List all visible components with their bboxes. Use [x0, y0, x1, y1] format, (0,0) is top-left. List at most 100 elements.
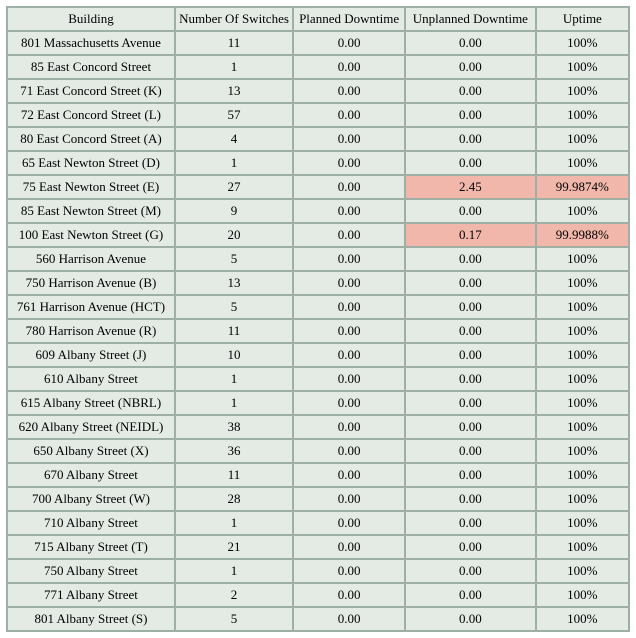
table-cell: 0.00	[293, 367, 405, 391]
table-row: 700 Albany Street (W)280.000.00100%	[7, 487, 629, 511]
table-cell: 761 Harrison Avenue (HCT)	[7, 295, 175, 319]
table-cell: 0.00	[293, 199, 405, 223]
table-row: 80 East Concord Street (A)40.000.00100%	[7, 127, 629, 151]
table-cell: 560 Harrison Avenue	[7, 247, 175, 271]
table-cell: 1	[175, 559, 293, 583]
table-cell: 715 Albany Street (T)	[7, 535, 175, 559]
table-cell: 75 East Newton Street (E)	[7, 175, 175, 199]
table-row: 615 Albany Street (NBRL)10.000.00100%	[7, 391, 629, 415]
table-cell: 10	[175, 343, 293, 367]
table-cell: 28	[175, 487, 293, 511]
table-cell: 0.00	[405, 271, 536, 295]
table-cell: 21	[175, 535, 293, 559]
table-cell: 99.9988%	[536, 223, 629, 247]
table-cell: 85 East Newton Street (M)	[7, 199, 175, 223]
table-cell: 100%	[536, 439, 629, 463]
table-cell: 100%	[536, 367, 629, 391]
downtime-table: Building Number Of Switches Planned Down…	[6, 6, 630, 632]
table-cell: 0.00	[293, 319, 405, 343]
table-cell: 11	[175, 319, 293, 343]
table-cell: 0.00	[405, 487, 536, 511]
table-cell: 0.00	[293, 463, 405, 487]
table-cell: 0.00	[293, 391, 405, 415]
table-cell: 0.00	[405, 391, 536, 415]
table-cell: 100 East Newton Street (G)	[7, 223, 175, 247]
table-row: 780 Harrison Avenue (R)110.000.00100%	[7, 319, 629, 343]
table-cell: 11	[175, 31, 293, 55]
table-cell: 0.00	[293, 55, 405, 79]
table-cell: 0.00	[405, 511, 536, 535]
table-cell: 0.00	[405, 247, 536, 271]
table-cell: 5	[175, 247, 293, 271]
table-cell: 100%	[536, 55, 629, 79]
table-body: 801 Massachusetts Avenue110.000.00100%85…	[7, 31, 629, 631]
table-container: Building Number Of Switches Planned Down…	[0, 0, 636, 638]
table-row: 801 Albany Street (S)50.000.00100%	[7, 607, 629, 631]
table-row: 100 East Newton Street (G)200.000.1799.9…	[7, 223, 629, 247]
table-row: 85 East Concord Street10.000.00100%	[7, 55, 629, 79]
table-cell: 0.00	[293, 31, 405, 55]
table-cell: 100%	[536, 79, 629, 103]
table-cell: 0.00	[405, 607, 536, 631]
table-cell: 100%	[536, 559, 629, 583]
table-cell: 0.00	[293, 559, 405, 583]
table-cell: 750 Albany Street	[7, 559, 175, 583]
table-cell: 0.00	[293, 295, 405, 319]
col-unplanned: Unplanned Downtime	[405, 7, 536, 31]
table-cell: 0.00	[293, 439, 405, 463]
table-row: 750 Harrison Avenue (B)130.000.00100%	[7, 271, 629, 295]
table-cell: 0.00	[405, 535, 536, 559]
table-cell: 0.00	[405, 151, 536, 175]
table-row: 560 Harrison Avenue50.000.00100%	[7, 247, 629, 271]
table-cell: 670 Albany Street	[7, 463, 175, 487]
table-cell: 2.45	[405, 175, 536, 199]
table-cell: 72 East Concord Street (L)	[7, 103, 175, 127]
table-cell: 0.00	[405, 415, 536, 439]
table-cell: 100%	[536, 343, 629, 367]
table-cell: 4	[175, 127, 293, 151]
table-cell: 100%	[536, 607, 629, 631]
table-cell: 36	[175, 439, 293, 463]
table-cell: 771 Albany Street	[7, 583, 175, 607]
table-cell: 85 East Concord Street	[7, 55, 175, 79]
table-cell: 100%	[536, 319, 629, 343]
table-cell: 100%	[536, 127, 629, 151]
col-uptime: Uptime	[536, 7, 629, 31]
table-row: 670 Albany Street110.000.00100%	[7, 463, 629, 487]
table-cell: 0.00	[293, 607, 405, 631]
table-cell: 0.00	[293, 511, 405, 535]
table-cell: 1	[175, 391, 293, 415]
table-cell: 65 East Newton Street (D)	[7, 151, 175, 175]
table-cell: 0.00	[293, 79, 405, 103]
table-cell: 0.00	[405, 343, 536, 367]
table-cell: 0.00	[293, 415, 405, 439]
table-cell: 0.00	[293, 271, 405, 295]
table-cell: 0.00	[293, 535, 405, 559]
table-row: 761 Harrison Avenue (HCT)50.000.00100%	[7, 295, 629, 319]
table-cell: 100%	[536, 511, 629, 535]
table-row: 71 East Concord Street (K)130.000.00100%	[7, 79, 629, 103]
table-cell: 100%	[536, 247, 629, 271]
table-row: 771 Albany Street20.000.00100%	[7, 583, 629, 607]
table-cell: 750 Harrison Avenue (B)	[7, 271, 175, 295]
table-cell: 5	[175, 295, 293, 319]
table-cell: 38	[175, 415, 293, 439]
table-cell: 13	[175, 79, 293, 103]
table-cell: 609 Albany Street (J)	[7, 343, 175, 367]
table-cell: 0.00	[405, 127, 536, 151]
col-switches: Number Of Switches	[175, 7, 293, 31]
table-cell: 0.00	[405, 31, 536, 55]
table-cell: 0.00	[405, 319, 536, 343]
table-cell: 0.00	[405, 463, 536, 487]
table-cell: 0.00	[293, 247, 405, 271]
table-cell: 1	[175, 151, 293, 175]
table-cell: 0.00	[405, 199, 536, 223]
table-cell: 100%	[536, 31, 629, 55]
table-row: 650 Albany Street (X)360.000.00100%	[7, 439, 629, 463]
table-cell: 80 East Concord Street (A)	[7, 127, 175, 151]
table-cell: 0.00	[293, 223, 405, 247]
table-row: 609 Albany Street (J)100.000.00100%	[7, 343, 629, 367]
table-cell: 615 Albany Street (NBRL)	[7, 391, 175, 415]
table-cell: 0.00	[293, 583, 405, 607]
table-cell: 100%	[536, 535, 629, 559]
